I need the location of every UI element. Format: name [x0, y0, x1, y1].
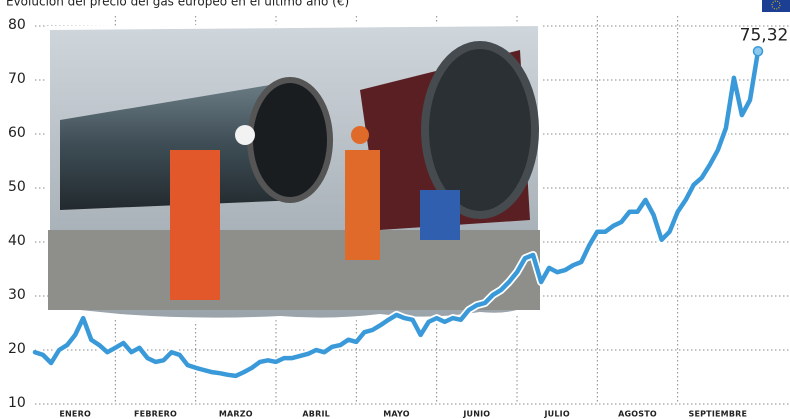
- x-tick-label: FEBRERO: [134, 410, 177, 419]
- y-tick-label: 50: [8, 179, 26, 195]
- y-tick-label: 40: [8, 233, 26, 249]
- value-label: 75,32: [740, 25, 789, 45]
- chart: Evolución del precio del gas europeo en …: [0, 0, 790, 419]
- x-tick-label: JULIO: [543, 410, 569, 419]
- y-tick-label: 70: [8, 71, 26, 87]
- x-tick-label: ABRIL: [302, 410, 330, 419]
- x-tick-label: JUNIO: [462, 410, 490, 419]
- eu-flag: [762, 0, 790, 12]
- x-tick-label: MARZO: [219, 410, 253, 419]
- y-tick-label: 30: [8, 287, 26, 303]
- x-tick-label: AGOSTO: [618, 410, 657, 419]
- chart-title: Evolución del precio del gas europeo en …: [6, 0, 349, 9]
- end-point: [754, 47, 763, 56]
- photo: [48, 24, 540, 320]
- x-tick-label: SEPTIEMBRE: [688, 410, 747, 419]
- y-tick-label: 60: [8, 125, 26, 141]
- y-tick-label: 80: [8, 17, 26, 33]
- y-tick-label: 20: [8, 341, 26, 357]
- y-tick-label: 10: [8, 395, 26, 411]
- x-tick-label: MAYO: [383, 410, 410, 419]
- x-tick-label: ENERO: [59, 410, 91, 419]
